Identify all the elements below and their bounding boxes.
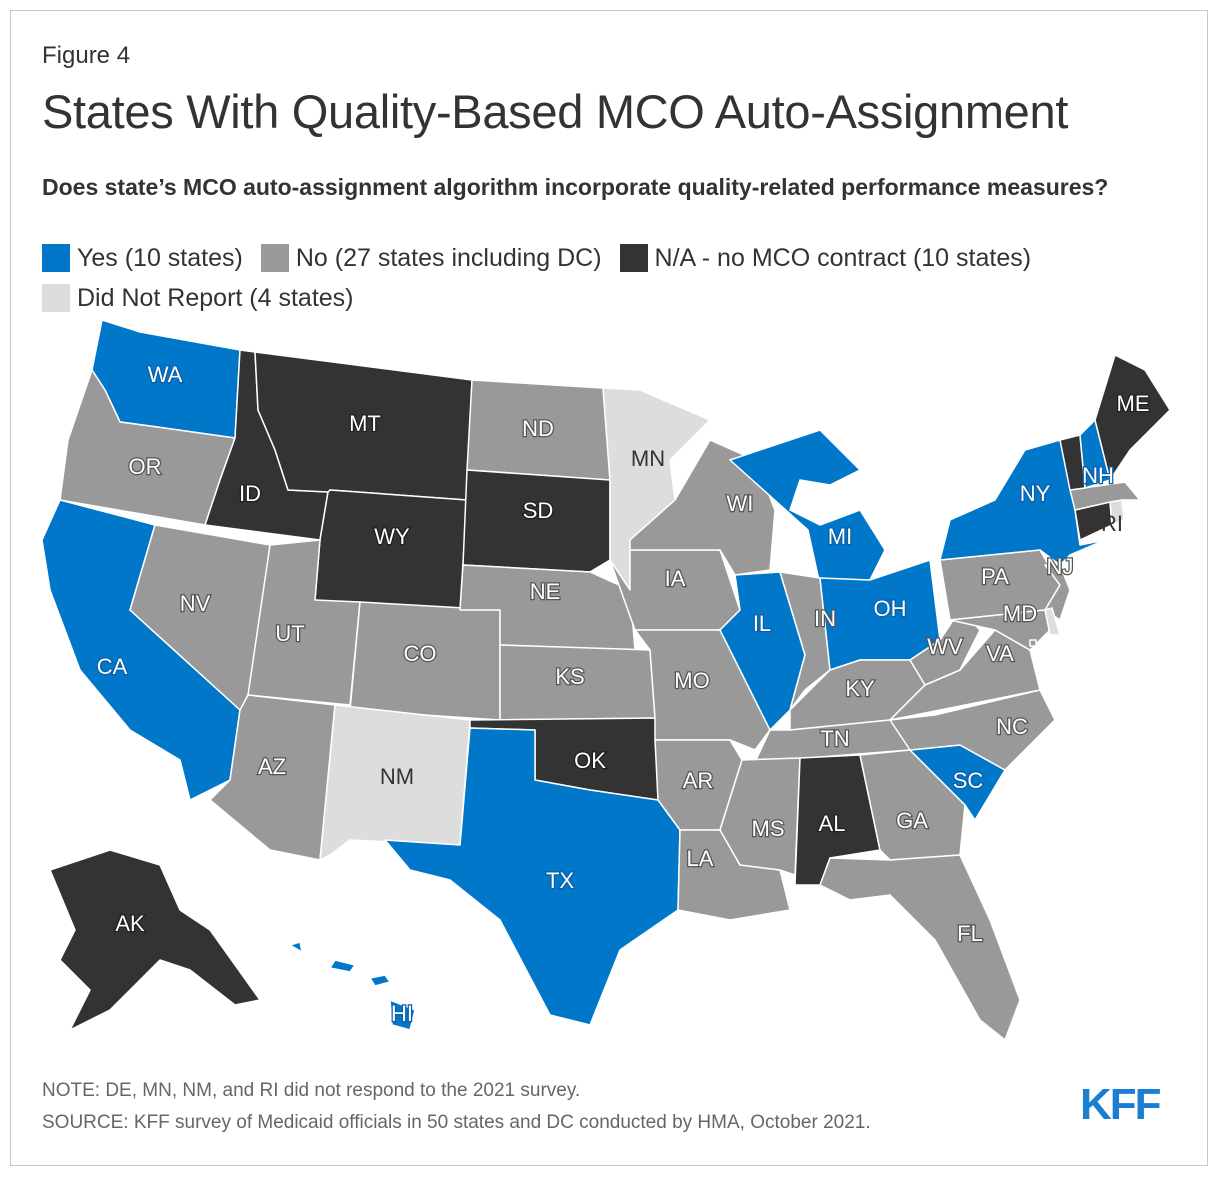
state-label-in: IN [814, 606, 836, 631]
state-label-ky: KY [845, 676, 875, 701]
state-label-va: VA [986, 641, 1014, 666]
state-label-id: ID [239, 481, 261, 506]
state-label-mi: MI [828, 524, 852, 549]
legend-label-na: N/A - no MCO contract (10 states) [654, 243, 1032, 272]
legend-swatch-yes [42, 244, 70, 272]
legend-item-dnr: Did Not Report (4 states) [42, 284, 354, 313]
legend-label-no: No (27 states including DC) [295, 243, 602, 272]
state-label-mo: MO [674, 668, 709, 693]
us-map: WA OR CA NV ID MT WY UT AZ CO NM ND SD NE KS OK TX MN IA MO… [41, 319, 1171, 1041]
state-label-md: MD [1003, 601, 1037, 626]
state-label-tn: TN [820, 726, 849, 751]
state-hi [289, 941, 416, 1031]
state-label-il: IL [753, 611, 771, 636]
state-label-ak: AK [115, 911, 145, 936]
state-label-wi: WI [727, 491, 754, 516]
state-label-ms: MS [752, 816, 785, 841]
state-ak [49, 849, 261, 1031]
legend: Yes (10 states) No (27 states including … [42, 240, 1182, 320]
state-label-sc: SC [953, 768, 984, 793]
state-label-ok: OK [574, 748, 606, 773]
state-label-or: OR [129, 454, 162, 479]
figure-subtitle: Does state’s MCO auto-assignment algorit… [42, 174, 1109, 200]
state-label-mt: MT [349, 411, 381, 436]
state-label-nv: NV [180, 591, 211, 616]
state-label-sd: SD [523, 498, 554, 523]
state-label-al: AL [819, 811, 846, 836]
state-label-fl: FL [957, 921, 983, 946]
state-ma [1069, 481, 1141, 511]
state-fl [819, 854, 1021, 1041]
legend-item-yes: Yes (10 states) [42, 244, 243, 273]
note-text: NOTE: DE, MN, NM, and RI did not respond… [42, 1080, 581, 1101]
source-text: SOURCE: KFF survey of Medicaid officials… [42, 1112, 871, 1133]
legend-row: Did Not Report (4 states) [42, 280, 1182, 316]
state-label-wy: WY [374, 524, 410, 549]
state-label-hi: HI [391, 1001, 413, 1026]
state-label-nh: NH [1082, 463, 1114, 488]
state-label-la: LA [687, 846, 714, 871]
state-ny [939, 439, 1106, 566]
state-md [949, 609, 1051, 651]
state-label-ks: KS [555, 664, 584, 689]
legend-item-na: N/A - no MCO contract (10 states) [619, 243, 1032, 273]
state-wi [629, 439, 776, 576]
state-label-ny: NY [1020, 481, 1051, 506]
figure-label: Figure 4 [42, 42, 131, 69]
state-label-nm: NM [380, 764, 414, 789]
state-wy [314, 489, 468, 611]
legend-swatch-na [619, 244, 648, 272]
legend-row: Yes (10 states) No (27 states including … [42, 240, 1182, 276]
kff-logo: KFF [1080, 1080, 1162, 1129]
state-label-wv: WV [927, 634, 963, 659]
legend-item-no: No (27 states including DC) [260, 243, 602, 273]
state-me [1094, 354, 1171, 481]
state-sd [462, 469, 611, 573]
state-label-ia: IA [665, 566, 686, 591]
state-label-mn: MN [631, 446, 665, 471]
state-label-ca: CA [97, 654, 128, 679]
state-label-wa: WA [148, 362, 183, 387]
state-label-co: CO [404, 641, 437, 666]
legend-label-dnr: Did Not Report (4 states) [77, 283, 354, 312]
legend-swatch-no [260, 244, 289, 272]
state-label-ga: GA [896, 808, 928, 833]
state-label-nd: ND [522, 416, 554, 441]
state-label-nj: NJ [1047, 554, 1074, 579]
state-tx [384, 727, 681, 1026]
state-label-oh: OH [874, 596, 907, 621]
state-label-tx: TX [546, 868, 574, 893]
state-nc [889, 689, 1056, 771]
state-label-ut: UT [275, 621, 304, 646]
state-label-pa: PA [981, 564, 1009, 589]
state-wv [909, 609, 981, 686]
state-label-ri: RI [1101, 511, 1123, 536]
state-label-me: ME [1117, 391, 1150, 416]
state-label-ar: AR [683, 768, 714, 793]
state-dc [1029, 639, 1037, 647]
state-label-ne: NE [530, 579, 561, 604]
legend-label-yes: Yes (10 states) [77, 243, 243, 272]
state-label-az: AZ [258, 754, 286, 779]
state-de [1044, 607, 1061, 636]
state-nj [1044, 564, 1071, 621]
legend-swatch-dnr [42, 284, 70, 312]
state-label-nc: NC [996, 714, 1028, 739]
figure-title: States With Quality-Based MCO Auto-Assig… [42, 85, 1069, 138]
